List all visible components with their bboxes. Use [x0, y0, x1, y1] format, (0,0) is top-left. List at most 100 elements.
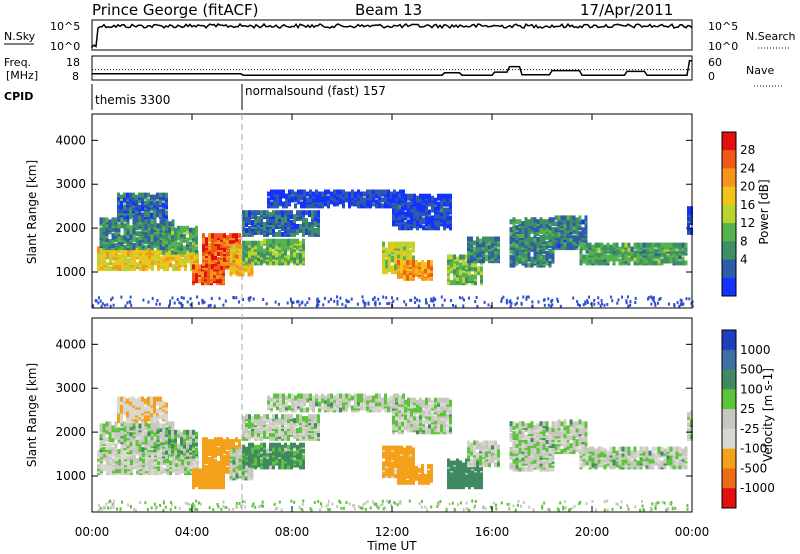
echo-cell: [120, 408, 123, 414]
echo-cell: [133, 454, 136, 460]
echo-cell: [175, 454, 178, 460]
echo-cell: [129, 414, 132, 420]
echo-cell: [302, 460, 305, 466]
echo-cell: [509, 231, 513, 236]
echo-cell: [621, 242, 625, 248]
echo-cell: [263, 414, 266, 420]
echo-cell: [136, 246, 139, 252]
echo-cell: [141, 227, 145, 233]
echo-cell: [342, 195, 345, 201]
echo-cell: [213, 474, 216, 480]
echo-cell: [341, 302, 344, 306]
echo-cell: [198, 476, 201, 482]
echo-cell: [391, 265, 394, 271]
echo-cell: [485, 246, 488, 252]
echo-cell: [606, 254, 610, 260]
noise-search-label: N.Search: [746, 30, 796, 43]
echo-cell: [183, 451, 186, 457]
echo-cell: [177, 229, 180, 235]
echo-cell: [257, 244, 260, 250]
echo-cell: [394, 253, 397, 259]
echo-cell: [542, 246, 546, 252]
echo-cell: [226, 235, 229, 241]
echo-cell: [557, 215, 561, 221]
echo-cell: [162, 245, 165, 251]
echo-cell: [323, 296, 326, 300]
echo-cell: [102, 227, 106, 233]
echo-cell: [424, 262, 427, 267]
echo-cell: [219, 278, 222, 284]
echo-cell: [360, 195, 363, 201]
colorbar-swatch: [722, 150, 736, 169]
echo-cell: [465, 260, 468, 266]
echo-cell: [530, 240, 534, 246]
echo-cell: [192, 468, 195, 474]
echo-cell: [223, 455, 226, 460]
echo-cell: [186, 429, 189, 435]
echo-cell: [208, 243, 211, 249]
echo-cell: [114, 217, 118, 223]
echo-cell: [129, 408, 132, 414]
echo-cell: [222, 268, 225, 274]
echo-cell: [357, 189, 360, 195]
echo-cell: [177, 225, 180, 231]
echo-cell: [572, 225, 576, 231]
echo-cell: [428, 225, 431, 231]
echo-cell: [588, 295, 591, 299]
echo-cell: [275, 238, 278, 244]
echo-cell: [333, 189, 336, 195]
echo-cell: [142, 452, 145, 458]
echo-cell: [168, 421, 172, 427]
echo-cell: [187, 460, 190, 466]
echo-cell: [470, 254, 473, 260]
cpid-segment-1: themis 3300: [95, 93, 170, 107]
echo-cell: [242, 256, 245, 262]
echo-cell: [265, 302, 268, 306]
echo-cell: [144, 192, 147, 198]
echo-cell: [432, 296, 435, 300]
echo-cell: [296, 300, 299, 304]
echo-cell: [100, 304, 103, 308]
echo-cell: [232, 239, 235, 245]
echo-cell: [209, 303, 212, 307]
echo-cell: [407, 201, 410, 207]
echo-cell: [474, 274, 477, 280]
echo-cell: [417, 304, 420, 308]
echo-cell: [296, 224, 299, 229]
echo-cell: [453, 278, 456, 284]
echo-cell: [211, 453, 214, 458]
echo-cell: [303, 189, 306, 195]
echo-cell: [159, 396, 162, 402]
echo-cell: [129, 243, 133, 249]
echo-cell: [138, 423, 142, 429]
echo-cell: [287, 444, 290, 450]
echo-cell: [126, 206, 129, 212]
echo-cell: [220, 258, 223, 264]
echo-cell: [488, 236, 491, 242]
echo-cell: [530, 221, 534, 227]
echo-cell: [278, 258, 281, 264]
echo-cell: [263, 431, 266, 437]
echo-cell: [314, 227, 317, 233]
echo-cell: [269, 452, 272, 458]
echo-cell: [312, 191, 315, 197]
echo-cell: [117, 206, 120, 212]
echo-cell: [336, 302, 339, 306]
echo-cell: [333, 299, 336, 303]
echo-cell: [232, 471, 236, 477]
echo-cell: [473, 252, 476, 258]
echo-cell: [111, 217, 115, 223]
echo-cell: [245, 431, 248, 437]
echo-cell: [207, 268, 210, 274]
echo-cell: [168, 239, 171, 245]
echo-cell: [235, 243, 239, 249]
echo-cell: [373, 301, 376, 305]
echo-cell: [449, 193, 452, 199]
noise-panel: N.Sky 10^5 10^0 10^5 10^0 N.Search: [4, 19, 796, 53]
noise-right-tick-top: 10^5: [708, 20, 738, 33]
echo-cell: [201, 484, 204, 490]
echo-cell: [624, 256, 628, 262]
echo-cell: [111, 233, 115, 239]
echo-cell: [245, 256, 248, 262]
echo-cell: [132, 200, 135, 206]
